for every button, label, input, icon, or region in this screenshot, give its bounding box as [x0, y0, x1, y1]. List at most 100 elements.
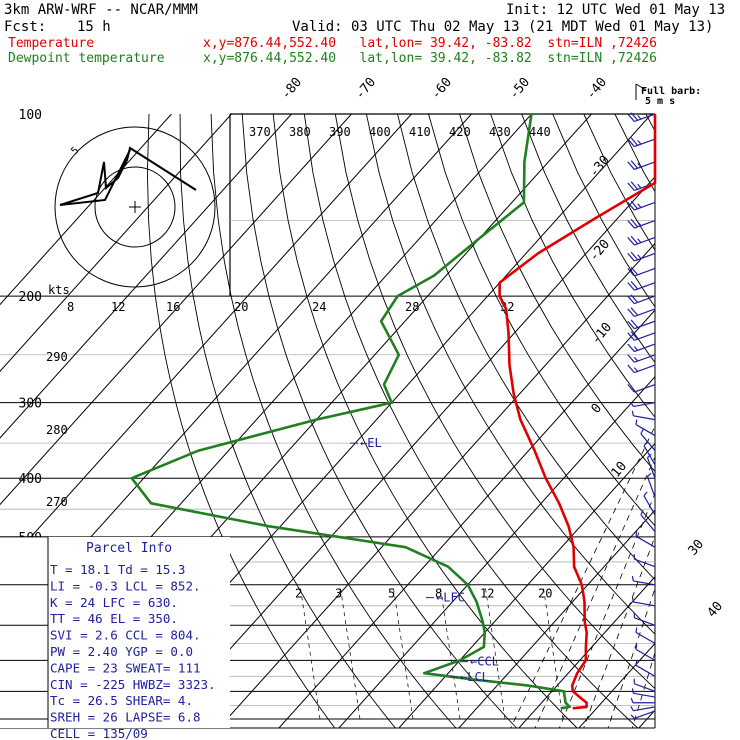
isotherm-10 — [518, 576, 655, 728]
temperature-label: Temperature — [8, 36, 95, 51]
parcel-row-6: CAPE = 23 SWEAT= 111 — [50, 660, 201, 675]
barb-feather-13-1 — [630, 331, 639, 340]
mixing-ratio-20 — [542, 584, 564, 720]
hodograph-trace — [59, 146, 197, 206]
barb-staff-2 — [634, 161, 656, 170]
level-label-lcl: ←LCL — [460, 670, 489, 684]
dry-adiabat-300 — [303, 114, 639, 728]
barb-feather-0-1 — [630, 112, 639, 121]
temp-tick--30: -30 — [587, 153, 614, 181]
pressure-label-300: 300 — [19, 397, 42, 412]
isotherm--110 — [0, 114, 352, 506]
barb-staff-25 — [643, 495, 656, 516]
dry-adiabat-340 — [428, 114, 655, 527]
moist-adiabat-group — [510, 296, 740, 732]
barb-staff-0 — [634, 113, 656, 123]
temp-tick--20: -20 — [587, 237, 614, 265]
mixing-ratio-5 — [392, 584, 414, 720]
barb-feather-34-0 — [635, 660, 638, 666]
barb-staff-16 — [634, 364, 656, 374]
temp-tick--70: -70 — [353, 75, 380, 103]
isotherm--140 — [0, 114, 172, 306]
barb-feather-14-1 — [633, 346, 639, 351]
barb-feather-16-0 — [627, 364, 635, 373]
barb-feather-3-1 — [630, 181, 639, 190]
dry-adiabat-320 — [365, 114, 655, 635]
theta-label-380: 380 — [289, 125, 311, 139]
barb-staff-29 — [633, 580, 656, 586]
barb-staff-13 — [634, 332, 656, 341]
barb-staff-1 — [634, 138, 656, 148]
dry-adiabat-410 — [645, 114, 655, 133]
barb-feather-23-0 — [647, 453, 652, 459]
barb-staff-23 — [646, 457, 656, 479]
mixing-ratio-label-12: 12 — [480, 586, 494, 600]
isotherm--10 — [398, 442, 655, 728]
dry-adiabat-360 — [490, 114, 655, 418]
barb-feather-12-0 — [627, 320, 635, 330]
barb-legend-flag — [635, 83, 647, 91]
hodograph-speed-16: 16 — [166, 300, 180, 314]
temp-tick--60: -60 — [429, 75, 456, 103]
barb-staff-6 — [634, 236, 656, 246]
barb-staff-39 — [634, 710, 656, 720]
temp-tick--40: -40 — [584, 75, 611, 103]
pressure-label-400: 400 — [19, 472, 42, 487]
barb-feather-39-0 — [630, 714, 635, 719]
forecast-label: Fcst: — [4, 19, 47, 35]
theta-side-label-290: 290 — [46, 350, 68, 364]
dry-adiabat-310 — [334, 114, 655, 690]
parcel-row-10: CELL = 135/09 — [50, 726, 148, 740]
theta-side-label-270: 270 — [46, 495, 68, 509]
dewpoint-location: x,y=876.44,552.40 lat,lon= 39.42, -83.82… — [203, 51, 657, 66]
barb-feather-15-0 — [627, 354, 635, 363]
dry-adiabat-420 — [677, 114, 740, 732]
barb-staff-5 — [634, 219, 656, 229]
dry-adiabat-400 — [614, 114, 655, 193]
parcel-row-5: PW = 2.40 YGP = 0.0 — [50, 644, 193, 659]
dry-adiabat-group — [146, 114, 740, 732]
barb-feather-9-0 — [627, 282, 635, 291]
hodograph-speed-8: 8 — [67, 300, 74, 314]
barb-feather-33-0 — [635, 644, 638, 650]
pressure-label-200: 200 — [19, 290, 42, 305]
mixing-ratio-label-5: 5 — [388, 586, 395, 600]
isotherm--30 — [278, 309, 655, 728]
barb-feather-0-0 — [627, 113, 635, 122]
barb-feather-16-1 — [633, 367, 639, 372]
barb-feather-30-0 — [631, 596, 634, 603]
barb-feather-19-0 — [631, 410, 634, 416]
barb-feather-6-0 — [627, 237, 635, 246]
barb-feather-2-0 — [627, 161, 635, 170]
temp-tick-0: 0 — [589, 401, 606, 417]
isotherm-0 — [458, 509, 655, 728]
barb-feather-7-1 — [630, 251, 639, 261]
mixing-ratio-group — [299, 584, 564, 720]
theta-label-440: 440 — [529, 125, 551, 139]
barb-staff-34 — [635, 664, 656, 677]
temp-tick--10: -10 — [589, 320, 616, 348]
parcel-row-3: TT = 46 EL = 350. — [50, 611, 178, 626]
hodograph-speed-20: 20 — [234, 300, 248, 314]
barb-feather-25-0 — [643, 491, 648, 497]
barb-staff-7 — [634, 252, 656, 262]
barb-feather-6-1 — [630, 235, 639, 245]
barb-feather-5-0 — [627, 220, 635, 229]
barb-staff-36 — [633, 692, 656, 698]
barb-feather-11-0 — [627, 308, 635, 317]
parcel-row-9: SREH = 26 LAPSE= 6.8 — [50, 710, 201, 725]
barb-feather-6-2 — [637, 238, 642, 244]
moist-adiabat-28 — [631, 651, 655, 728]
theta-label-390: 390 — [329, 125, 351, 139]
barb-staff-12 — [634, 320, 656, 330]
barb-feather-11-1 — [630, 307, 639, 316]
parcel-row-7: CIN = -225 HWBZ= 3323. — [50, 677, 216, 692]
moist-adiabat-32 — [656, 296, 740, 732]
theta-label-370: 370 — [249, 125, 271, 139]
mixing-ratio-label-3: 3 — [335, 586, 342, 600]
barb-feather-36-0 — [631, 688, 634, 694]
barb-feather-29-0 — [631, 575, 634, 582]
barb-feather-3-2 — [637, 183, 642, 189]
dry-adiabat-250 — [146, 114, 336, 728]
barb-feather-26-0 — [640, 510, 644, 516]
